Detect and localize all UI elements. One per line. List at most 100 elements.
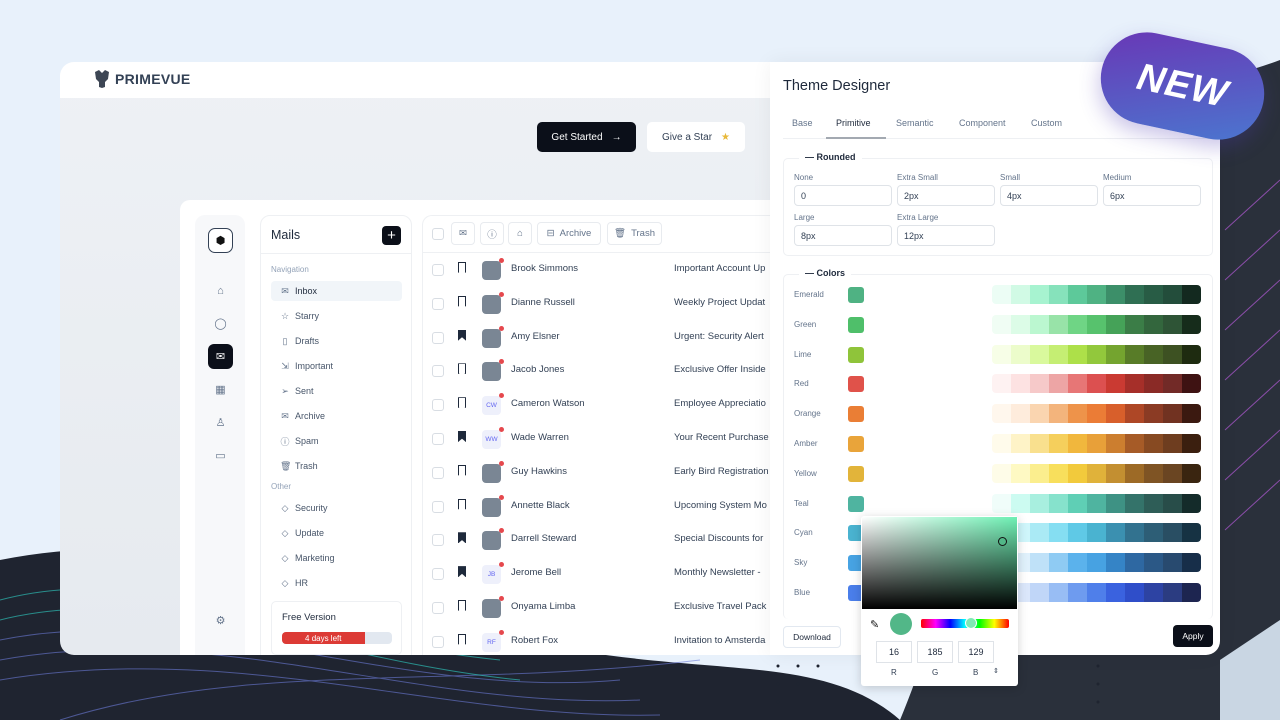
nav-item-archive[interactable]: ✉ Archive	[271, 406, 402, 426]
row-checkbox[interactable]	[432, 602, 444, 614]
mode-toggle-icon[interactable]: ⇕	[993, 668, 999, 675]
palette-shade[interactable]	[1125, 404, 1144, 424]
palette-shade[interactable]	[1030, 404, 1049, 424]
palette-shade[interactable]	[1087, 404, 1106, 424]
bookmark-icon[interactable]	[458, 600, 466, 611]
palette-shade[interactable]	[1049, 523, 1068, 543]
palette-shade[interactable]	[1125, 523, 1144, 543]
row-checkbox[interactable]	[432, 534, 444, 547]
nav-item-starry[interactable]: ☆ Starry	[271, 306, 402, 326]
rounded-none-input[interactable]: 0	[794, 185, 892, 206]
palette-shade[interactable]	[1125, 285, 1144, 304]
palette-shade[interactable]	[1163, 493, 1182, 513]
row-checkbox[interactable]	[432, 568, 444, 581]
palette-shade[interactable]	[1030, 493, 1049, 513]
rail-chat-button[interactable]: ◯	[208, 311, 233, 336]
palette-shade[interactable]	[1068, 493, 1087, 513]
email-row[interactable]: Onyama Limba Exclusive Travel Pack	[423, 591, 775, 624]
palette-shade[interactable]	[1144, 434, 1163, 453]
palette-shade[interactable]	[1011, 404, 1030, 424]
palette-shade[interactable]	[1030, 523, 1049, 543]
rgb-r-input[interactable]: 16	[876, 641, 912, 663]
color-orange-swatch[interactable]	[848, 406, 864, 423]
palette-shade[interactable]	[1049, 404, 1068, 424]
palette-shade[interactable]	[1163, 374, 1182, 394]
row-checkbox[interactable]	[432, 500, 444, 513]
palette-shade[interactable]	[1011, 463, 1030, 483]
row-checkbox[interactable]	[432, 635, 444, 648]
palette-shade[interactable]	[1182, 583, 1201, 602]
color-red-swatch[interactable]	[848, 376, 864, 393]
palette-shade[interactable]	[1106, 374, 1125, 394]
tab-custom[interactable]: Custom	[1031, 118, 1063, 128]
color-green-swatch[interactable]	[848, 316, 864, 333]
palette-shade[interactable]	[1068, 583, 1087, 602]
palette-shade[interactable]	[1068, 374, 1087, 394]
bookmark-icon[interactable]	[458, 464, 466, 476]
rail-apps-button[interactable]: ▦	[208, 377, 233, 402]
palette-shade[interactable]	[1163, 314, 1182, 334]
rail-settings-button[interactable]: ⚙	[208, 608, 233, 633]
nav-item-spam[interactable]: ⓘ Spam	[271, 431, 402, 451]
color-sky-swatch[interactable]	[848, 555, 864, 572]
palette-shade[interactable]	[992, 404, 1011, 424]
palette-shade[interactable]	[1144, 314, 1163, 334]
bookmark-icon[interactable]	[458, 633, 466, 645]
brand-logo[interactable]: PRIMEVUE	[94, 70, 191, 88]
row-checkbox[interactable]	[432, 365, 444, 378]
palette-shade[interactable]	[1144, 493, 1163, 513]
email-row[interactable]: Jacob Jones Exclusive Offer Inside	[423, 354, 775, 387]
palette-shade[interactable]	[1049, 583, 1068, 602]
palette-shade[interactable]	[1163, 553, 1182, 573]
palette-shade[interactable]	[1106, 553, 1125, 573]
palette-shade[interactable]	[992, 285, 1011, 304]
saturation-handle[interactable]	[998, 537, 1007, 546]
give-star-button[interactable]: Give a Star ★	[647, 122, 745, 152]
row-checkbox[interactable]	[432, 399, 444, 412]
palette-shade[interactable]	[1125, 314, 1144, 334]
email-row[interactable]: Brook Simmons Important Account Up	[423, 253, 775, 286]
row-checkbox[interactable]	[432, 297, 444, 310]
palette-shade[interactable]	[1030, 583, 1049, 602]
rail-user-button[interactable]: ♙	[208, 410, 233, 435]
palette-shade[interactable]	[1011, 344, 1030, 364]
palette-shade[interactable]	[1049, 553, 1068, 573]
palette-shade[interactable]	[1011, 285, 1030, 304]
email-row[interactable]: CW Cameron Watson Employee Appreciatio	[423, 388, 775, 421]
rounded-extra-small-input[interactable]: 2px	[897, 185, 995, 206]
row-checkbox[interactable]	[432, 466, 444, 479]
eyedropper-icon[interactable]: ✎	[870, 619, 880, 631]
saturation-area[interactable]	[862, 517, 1017, 609]
email-row[interactable]: Amy Elsner Urgent: Security Alert	[423, 321, 775, 354]
palette-shade[interactable]	[1182, 463, 1201, 483]
palette-shade[interactable]	[1030, 344, 1049, 364]
color-cyan-swatch[interactable]	[848, 525, 864, 542]
palette-shade[interactable]	[992, 434, 1011, 453]
palette-shade[interactable]	[992, 374, 1011, 394]
palette-shade[interactable]	[1163, 583, 1182, 602]
palette-shade[interactable]	[1163, 523, 1182, 543]
select-all-checkbox[interactable]	[432, 228, 444, 240]
palette-shade[interactable]	[992, 493, 1011, 513]
palette-shade[interactable]	[1087, 463, 1106, 483]
palette-shade[interactable]	[1144, 285, 1163, 304]
color-amber-swatch[interactable]	[848, 436, 864, 452]
palette-shade[interactable]	[1163, 404, 1182, 424]
bookmark-filled-icon[interactable]	[458, 532, 466, 544]
palette-shade[interactable]	[1087, 583, 1106, 602]
palette-shade[interactable]	[1068, 285, 1087, 304]
palette-shade[interactable]	[992, 314, 1011, 334]
palette-shade[interactable]	[1106, 434, 1125, 453]
palette-shade[interactable]	[1182, 285, 1201, 304]
palette-shade[interactable]	[1030, 463, 1049, 483]
email-row[interactable]: Guy Hawkins Early Bird Registration	[423, 456, 775, 489]
palette-shade[interactable]	[1087, 434, 1106, 453]
palette-shade[interactable]	[1087, 523, 1106, 543]
palette-shade[interactable]	[1163, 285, 1182, 304]
email-row[interactable]: Darrell Steward Special Discounts for	[423, 523, 775, 556]
palette-shade[interactable]	[992, 344, 1011, 364]
palette-shade[interactable]	[1182, 404, 1201, 424]
nav-item-inbox[interactable]: ✉ Inbox	[271, 281, 402, 301]
trash-button[interactable]: 🗑 Trash	[607, 222, 662, 245]
palette-shade[interactable]	[1144, 344, 1163, 364]
